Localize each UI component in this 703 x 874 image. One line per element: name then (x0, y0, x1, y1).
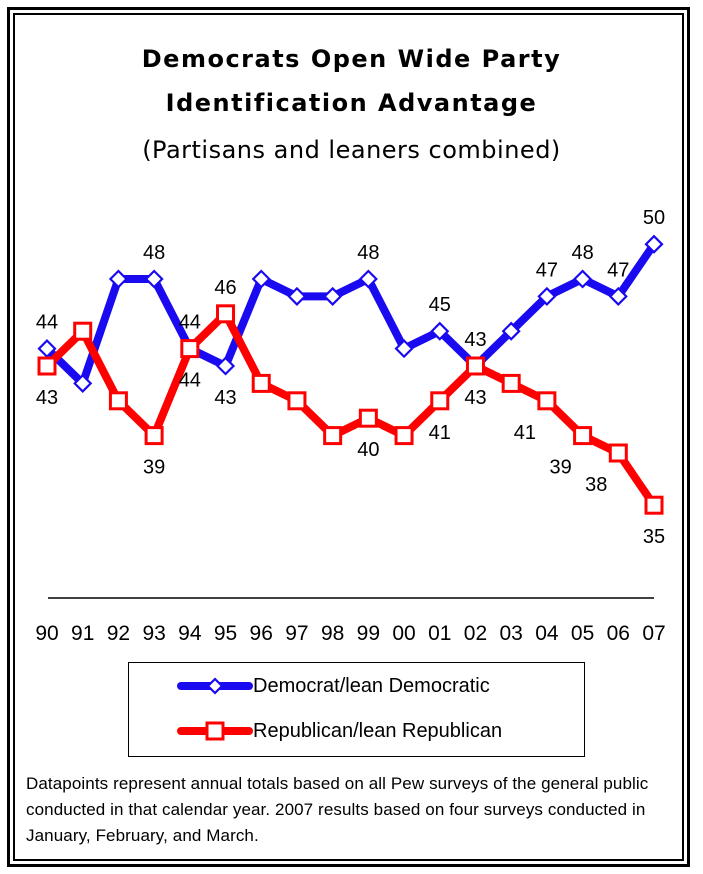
republican-data-label: 43 (464, 387, 486, 409)
republican-data-label: 39 (549, 457, 571, 479)
democrat-marker-diamond (287, 286, 307, 306)
democrat-data-label: 48 (571, 242, 593, 264)
republican-data-label: 41 (429, 422, 451, 444)
republican-data-label: 46 (214, 277, 236, 299)
democrat-marker-diamond (537, 286, 557, 306)
democrat-marker-diamond (108, 269, 128, 289)
series-republican (37, 304, 664, 515)
chart-title-line-1: Democrats Open Wide Party (141, 45, 562, 73)
x-tick-label: 91 (71, 622, 94, 645)
x-tick-label: 96 (250, 622, 273, 645)
republican-marker-square (216, 304, 236, 324)
legend-label-democrat: Democrat/lean Democratic (253, 674, 490, 697)
democrat-marker-diamond (608, 286, 628, 306)
republican-marker-square (180, 339, 200, 359)
republican-data-label: 39 (143, 457, 165, 479)
republican-data-label: 35 (643, 526, 665, 548)
republican-marker-square (251, 373, 271, 393)
republican-data-label: 38 (585, 474, 607, 496)
republican-marker-square (430, 391, 450, 411)
x-tick-label: 01 (428, 622, 451, 645)
legend-item-democrat: Democrat/lean Democratic (177, 671, 490, 701)
x-tick-label: 92 (107, 622, 130, 645)
x-tick-labels: 90 91 92 93 94 95 96 97 98 99 00 01 02 03 04 05 06 07 (35, 622, 665, 645)
republican-data-label: 44 (179, 370, 201, 392)
chart-title-line-2: Identification Advantage (165, 89, 538, 117)
democrat-data-label: 48 (357, 242, 379, 264)
republican-marker-square (358, 408, 378, 428)
x-tick-label: 04 (535, 622, 559, 645)
legend-swatch-republican-square-icon (177, 721, 253, 741)
x-tick-label: 06 (607, 622, 630, 645)
footnote: Datapoints represent annual totals based… (26, 774, 649, 845)
democrat-line (44, 241, 658, 388)
democrat-data-label: 47 (536, 259, 558, 281)
democrat-marker-diamond (573, 269, 593, 289)
legend-swatch-democrat-diamond-icon (177, 677, 253, 695)
x-tick-label: 98 (321, 622, 344, 645)
democrat-marker-diamond (501, 321, 521, 341)
x-tick-label: 05 (571, 622, 594, 645)
line-chart: 90 91 92 93 94 95 96 97 98 99 00 01 02 03 04 05 06 07 444… (35, 207, 665, 645)
democrat-data-label: 48 (143, 242, 165, 264)
democrat-marker-diamond (358, 269, 378, 289)
x-tick-label: 07 (642, 622, 665, 645)
x-tick-label: 95 (214, 622, 237, 645)
chart-subtitle: (Partisans and leaners combined) (142, 136, 561, 164)
democrat-marker-diamond (394, 339, 414, 359)
republican-data-label: 43 (36, 387, 58, 409)
democrat-data-label: 44 (179, 312, 201, 334)
democrat-data-label: 47 (607, 259, 629, 281)
data-labels: 44 48 44 43 48 45 43 47 48 47 50 43 39 44 46 40 41 43 41 39… (36, 207, 665, 548)
series-layer (37, 234, 664, 515)
x-tick-label: 02 (464, 622, 487, 645)
republican-marker-square (73, 321, 93, 341)
republican-marker-square (644, 495, 664, 515)
republican-data-label: 40 (357, 439, 379, 461)
x-tick-label: 94 (178, 622, 202, 645)
x-tick-label: 90 (35, 622, 58, 645)
republican-marker-square (144, 426, 164, 446)
democrat-data-label: 45 (429, 294, 451, 316)
x-tick-label: 99 (357, 622, 380, 645)
legend-item-republican: Republican/lean Republican (177, 716, 502, 746)
outer-frame (7, 7, 690, 867)
democrat-marker-diamond (215, 356, 236, 376)
legend-label-republican: Republican/lean Republican (253, 719, 503, 742)
x-tick-label: 93 (142, 622, 165, 645)
republican-marker-square (501, 373, 521, 393)
republican-marker-square (287, 391, 307, 411)
inner-frame (13, 13, 684, 861)
republican-marker-square (323, 426, 343, 446)
democrat-marker-diamond (144, 269, 164, 289)
republican-marker-square (465, 356, 485, 376)
democrat-data-label: 50 (643, 207, 665, 229)
democrat-data-label: 44 (36, 312, 58, 334)
democrat-marker-diamond (323, 286, 343, 306)
republican-marker-square (573, 426, 593, 446)
republican-marker-square (608, 443, 628, 463)
x-tick-label: 97 (285, 622, 308, 645)
democrat-marker-diamond (430, 321, 450, 341)
republican-marker-square (108, 391, 128, 411)
democrat-marker-diamond (644, 234, 664, 254)
democrat-marker-diamond (73, 373, 93, 393)
x-tick-label: 03 (499, 622, 522, 645)
democrat-data-label: 43 (464, 329, 486, 351)
democrat-marker-diamond (251, 269, 271, 289)
series-democrat (37, 234, 664, 393)
republican-marker-square (37, 356, 57, 376)
x-tick-label: 00 (392, 622, 415, 645)
legend: Democrat/lean Democratic Republican/lean… (128, 662, 585, 757)
democrat-data-label: 43 (214, 387, 236, 409)
republican-marker-square (394, 426, 414, 446)
republican-data-label: 41 (514, 422, 536, 444)
republican-marker-square (537, 391, 557, 411)
